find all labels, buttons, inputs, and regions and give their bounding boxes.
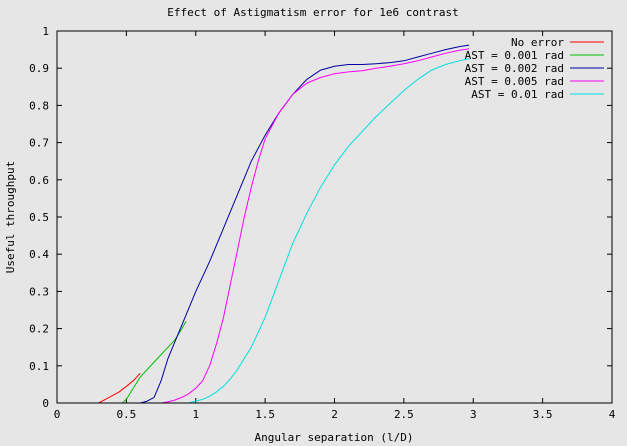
legend-label-1: AST = 0.001 rad (465, 49, 564, 62)
y-tick-label: 0.9 (29, 62, 49, 75)
y-tick-label: 0.7 (29, 137, 49, 150)
legend-label-0: No error (511, 36, 564, 49)
y-tick-label: 0.4 (29, 248, 49, 261)
chart-title: Effect of Astigmatism error for 1e6 cont… (167, 6, 458, 19)
plot-frame (56, 30, 613, 404)
x-tick-label: 1 (192, 408, 199, 421)
x-tick-label: 0 (54, 408, 61, 421)
series-lines (98, 44, 470, 404)
y-tick-label: 1 (42, 25, 49, 38)
axis-ticks: 0 0.5 1 1.5 2 2.5 3 3.5 4 0 0.1 0.2 0.3 0.4 0.5 0.6 0.7 0… (29, 25, 616, 421)
x-tick-label: 2.5 (394, 408, 414, 421)
series-line-1 (121, 320, 187, 404)
y-tick-label: 0.8 (29, 99, 49, 112)
y-tick-label: 0.6 (29, 174, 49, 187)
legend-label-2: AST = 0.002 rad (465, 62, 564, 75)
y-tick-label: 0.1 (29, 360, 49, 373)
series-line-3 (161, 48, 470, 404)
y-tick-label: 0.2 (29, 323, 49, 336)
series-line-4 (188, 58, 470, 404)
x-axis-label: Angular separation (l/D) (255, 431, 414, 444)
x-tick-label: 0.5 (116, 408, 136, 421)
y-tick-label: 0.5 (29, 211, 49, 224)
series-line-0 (98, 372, 141, 404)
y-axis-label: Useful throughput (4, 161, 17, 274)
y-tick-label: 0.3 (29, 285, 49, 298)
series-line-2 (140, 44, 470, 404)
x-tick-label: 2 (331, 408, 338, 421)
x-tick-label: 4 (609, 408, 616, 421)
x-tick-label: 3 (470, 408, 477, 421)
x-tick-label: 1.5 (255, 408, 275, 421)
legend-label-3: AST = 0.005 rad (465, 75, 564, 88)
y-tick-label: 0 (42, 397, 49, 410)
legend-label-4: AST = 0.01 rad (471, 88, 564, 101)
x-tick-label: 3.5 (533, 408, 553, 421)
